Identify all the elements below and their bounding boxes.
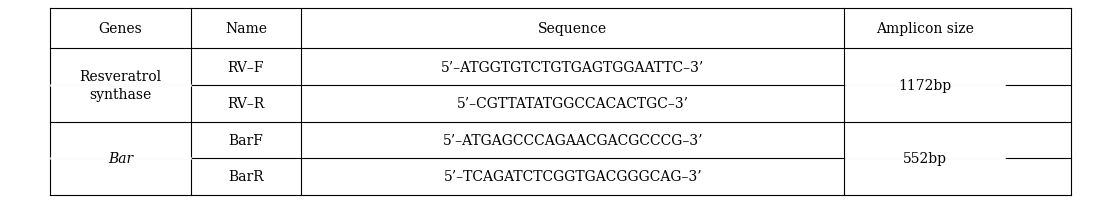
Text: 5’–TCAGATCTCGGTGACGGGCAG–3’: 5’–TCAGATCTCGGTGACGGGCAG–3’ [444, 170, 703, 184]
Text: 1172bp: 1172bp [898, 79, 951, 92]
Text: RV–R: RV–R [228, 97, 264, 111]
Text: Resveratrol
synthase: Resveratrol synthase [79, 69, 161, 102]
Text: RV–F: RV–F [228, 60, 264, 74]
Text: Amplicon size: Amplicon size [876, 22, 973, 36]
Text: BarR: BarR [229, 170, 264, 184]
Text: 5’–CGTTATATGGCCACACTGC–3’: 5’–CGTTATATGGCCACACTGC–3’ [457, 97, 689, 111]
Text: BarF: BarF [229, 133, 263, 147]
Text: 5’–ATGGTGTCTGTGAGTGGAATTC–3’: 5’–ATGGTGTCTGTGAGTGGAATTC–3’ [441, 60, 705, 74]
Text: Sequence: Sequence [538, 22, 607, 36]
Text: 552bp: 552bp [902, 151, 947, 165]
Text: Genes: Genes [99, 22, 142, 36]
Text: Name: Name [225, 22, 268, 36]
Text: Bar: Bar [108, 151, 133, 165]
Text: 5’–ATGAGCCCAGAACGACGCCCG–3’: 5’–ATGAGCCCAGAACGACGCCCG–3’ [443, 133, 703, 147]
